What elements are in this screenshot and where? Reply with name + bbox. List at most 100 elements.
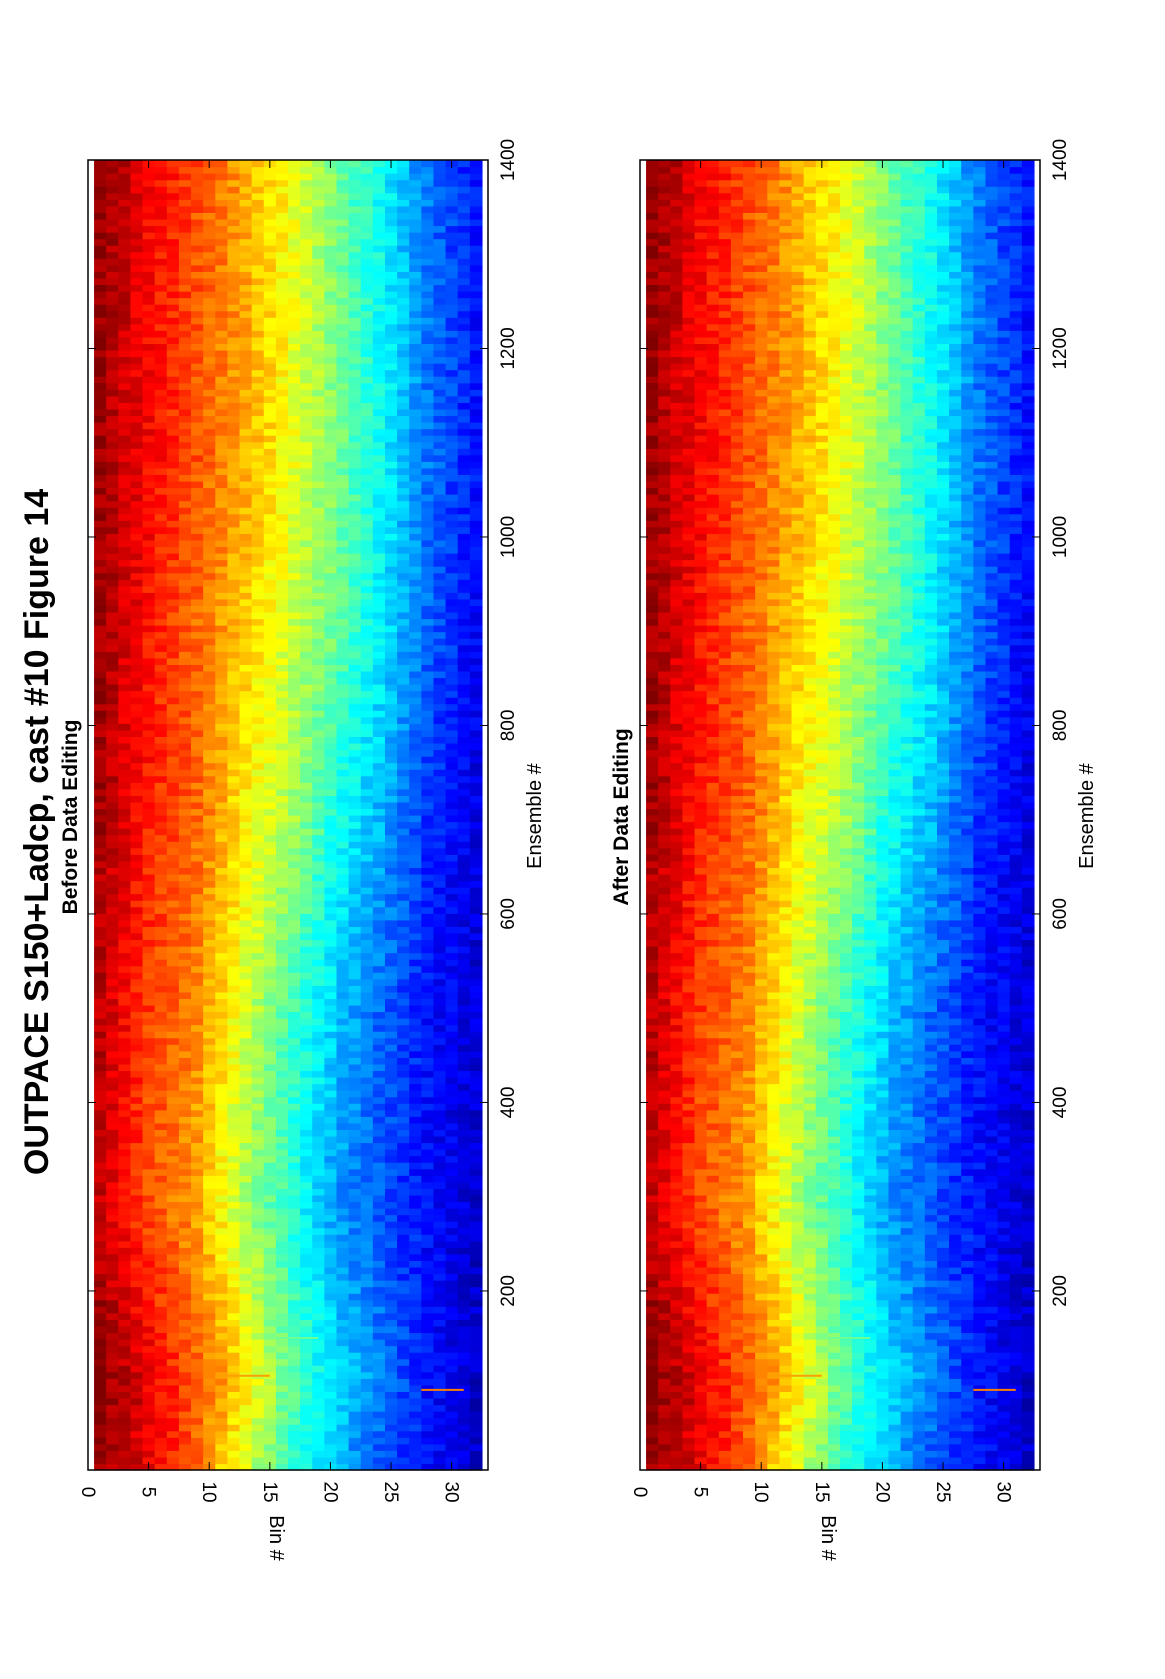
heatmap-cell [300, 762, 313, 770]
heatmap-cell [421, 1116, 435, 1124]
heatmap-cell [251, 1411, 265, 1419]
heatmap-cell [263, 1319, 277, 1327]
heatmap-cell [130, 1384, 144, 1392]
heatmap-cell [433, 697, 447, 705]
heatmap-cell [324, 926, 338, 934]
heatmap-cell [360, 1155, 374, 1163]
heatmap-cell [324, 644, 338, 652]
heatmap-cell [336, 579, 350, 587]
heatmap-cell [336, 1391, 350, 1399]
heatmap-cell [130, 579, 144, 587]
heatmap-cell [360, 854, 374, 862]
heatmap-cell [203, 1424, 216, 1432]
heatmap-cell [203, 664, 216, 672]
heatmap-cell [239, 1312, 253, 1320]
heatmap-cell [106, 887, 119, 895]
heatmap-cell [227, 448, 241, 456]
heatmap-cell [312, 1293, 325, 1301]
heatmap-cell [336, 664, 350, 672]
heatmap-cell [178, 860, 192, 868]
heatmap-cell [215, 1404, 228, 1412]
heatmap-cell [469, 1096, 483, 1104]
heatmap-cell [263, 1443, 277, 1451]
heatmap-cell [312, 821, 325, 829]
heatmap-cell [130, 972, 144, 980]
heatmap-cell [130, 815, 144, 823]
heatmap-cell [312, 939, 325, 947]
heatmap-cell [166, 1208, 180, 1216]
heatmap-cell [421, 991, 435, 999]
heatmap-cell [94, 939, 107, 947]
heatmap-cell [118, 513, 132, 521]
heatmap-cell [263, 553, 277, 561]
heatmap-cell [203, 919, 216, 927]
heatmap-cell [166, 592, 180, 600]
heatmap-cell [372, 1411, 386, 1419]
heatmap-cell [288, 467, 301, 475]
heatmap-cell [457, 559, 471, 567]
heatmap-cell [263, 828, 277, 836]
heatmap-cell [312, 775, 325, 783]
heatmap-cell [300, 1365, 313, 1373]
heatmap-cell [178, 651, 192, 659]
heatmap-cell [166, 1077, 180, 1085]
heatmap-cell [227, 644, 241, 652]
heatmap-cell [384, 533, 398, 541]
heatmap-cell [239, 834, 253, 842]
heatmap-cell [457, 1247, 471, 1255]
heatmap-cell [433, 1371, 447, 1379]
heatmap-cell [457, 500, 471, 508]
heatmap-cell [372, 1424, 386, 1432]
heatmap-cell [360, 657, 374, 665]
heatmap-cell [178, 553, 192, 561]
heatmap-cell [372, 1175, 386, 1183]
heatmap-cell [300, 657, 313, 665]
heatmap-cell [348, 1391, 362, 1399]
heatmap-cell [421, 965, 435, 973]
heatmap-cell [251, 1116, 265, 1124]
heatmap-cell [312, 579, 325, 587]
heatmap-cell [469, 1378, 483, 1386]
heatmap-cell [288, 1280, 301, 1288]
heatmap-cell [239, 1037, 253, 1045]
heatmap-cell [360, 1024, 374, 1032]
heatmap-cell [239, 579, 253, 587]
heatmap-cell [166, 716, 180, 724]
heatmap-cell [288, 1234, 301, 1242]
heatmap-cell [421, 611, 435, 620]
heatmap-cell [251, 1384, 265, 1392]
heatmap-cell [251, 756, 265, 764]
heatmap-cell [239, 1057, 253, 1065]
heatmap-cell [300, 887, 313, 895]
heatmap-cell [384, 467, 398, 475]
heatmap-cell [203, 1299, 216, 1307]
heatmap-cell [360, 808, 374, 816]
heatmap-cell [469, 913, 483, 921]
heatmap-cell [239, 559, 253, 567]
heatmap-cell [457, 657, 471, 665]
heatmap-cell [384, 1404, 398, 1412]
heatmap-cell [397, 520, 410, 528]
heatmap-cell [300, 880, 313, 888]
heatmap-cell [130, 670, 144, 679]
heatmap-cell [348, 860, 362, 868]
heatmap-cell [300, 834, 313, 842]
heatmap-cell [288, 697, 301, 705]
heatmap-cell [372, 1247, 386, 1255]
heatmap-cell [288, 1332, 301, 1340]
heatmap-cell [154, 553, 168, 561]
heatmap-cell [336, 991, 350, 999]
heatmap-cell [227, 1194, 241, 1203]
heatmap-cell [94, 1234, 107, 1242]
heatmap-cell [372, 991, 386, 999]
heatmap-cell [239, 723, 253, 731]
heatmap-cell [130, 946, 144, 954]
heatmap-cell [348, 795, 362, 803]
heatmap-cell [106, 769, 119, 777]
heatmap-cell [469, 1044, 483, 1052]
heatmap-cell [239, 618, 253, 626]
heatmap-cell [372, 1299, 386, 1307]
heatmap-cell [360, 1260, 374, 1268]
heatmap-cell [445, 1096, 459, 1104]
heatmap-cell [94, 913, 107, 921]
